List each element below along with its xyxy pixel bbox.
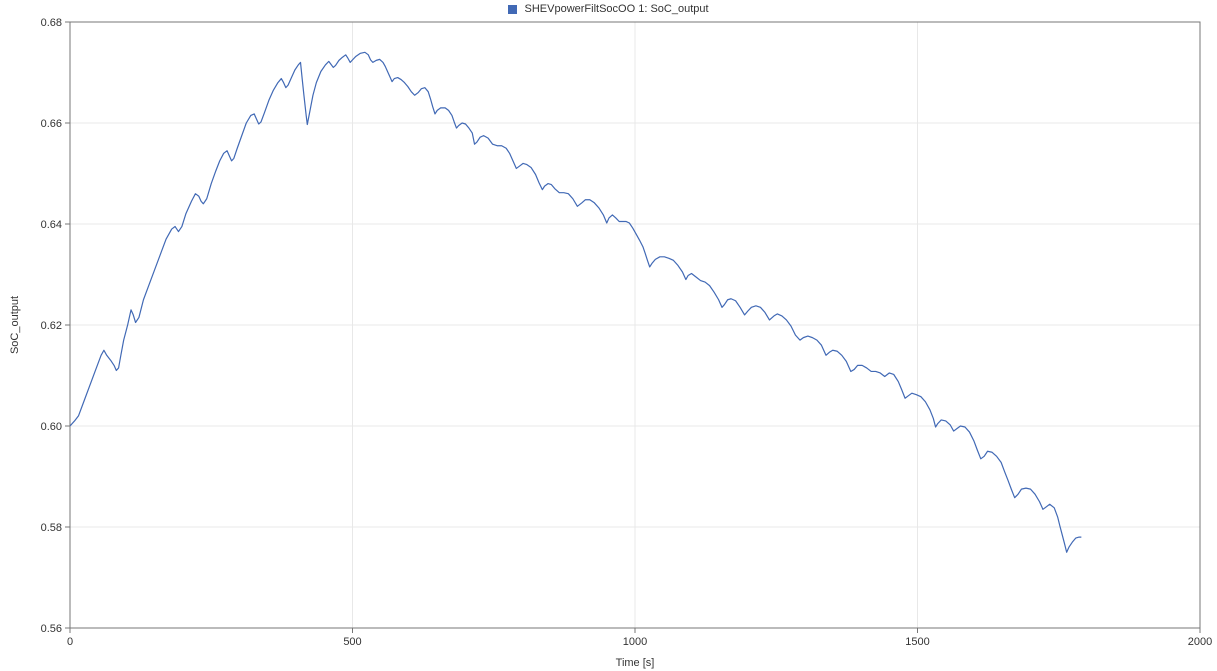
svg-text:0.64: 0.64 xyxy=(41,219,62,231)
svg-text:0: 0 xyxy=(67,636,73,648)
svg-text:0.62: 0.62 xyxy=(41,320,62,332)
svg-text:0.60: 0.60 xyxy=(41,421,62,433)
svg-text:SoC_output: SoC_output xyxy=(9,296,21,354)
chart-container: SHEVpowerFiltSocOO 1: SoC_output 0500100… xyxy=(0,0,1217,671)
svg-text:2000: 2000 xyxy=(1188,636,1212,648)
svg-text:0.58: 0.58 xyxy=(41,522,62,534)
svg-text:1500: 1500 xyxy=(905,636,929,648)
chart-svg: 0 500 1000 1500 2000 0.56 0.58 0.60 0.62 0.64 0.66… xyxy=(0,0,1217,671)
svg-text:0.56: 0.56 xyxy=(41,623,62,635)
svg-text:500: 500 xyxy=(343,636,361,648)
svg-text:Time [s]: Time [s] xyxy=(616,657,655,669)
svg-text:0.68: 0.68 xyxy=(41,17,62,29)
svg-text:1000: 1000 xyxy=(623,636,647,648)
svg-text:0.66: 0.66 xyxy=(41,118,62,130)
